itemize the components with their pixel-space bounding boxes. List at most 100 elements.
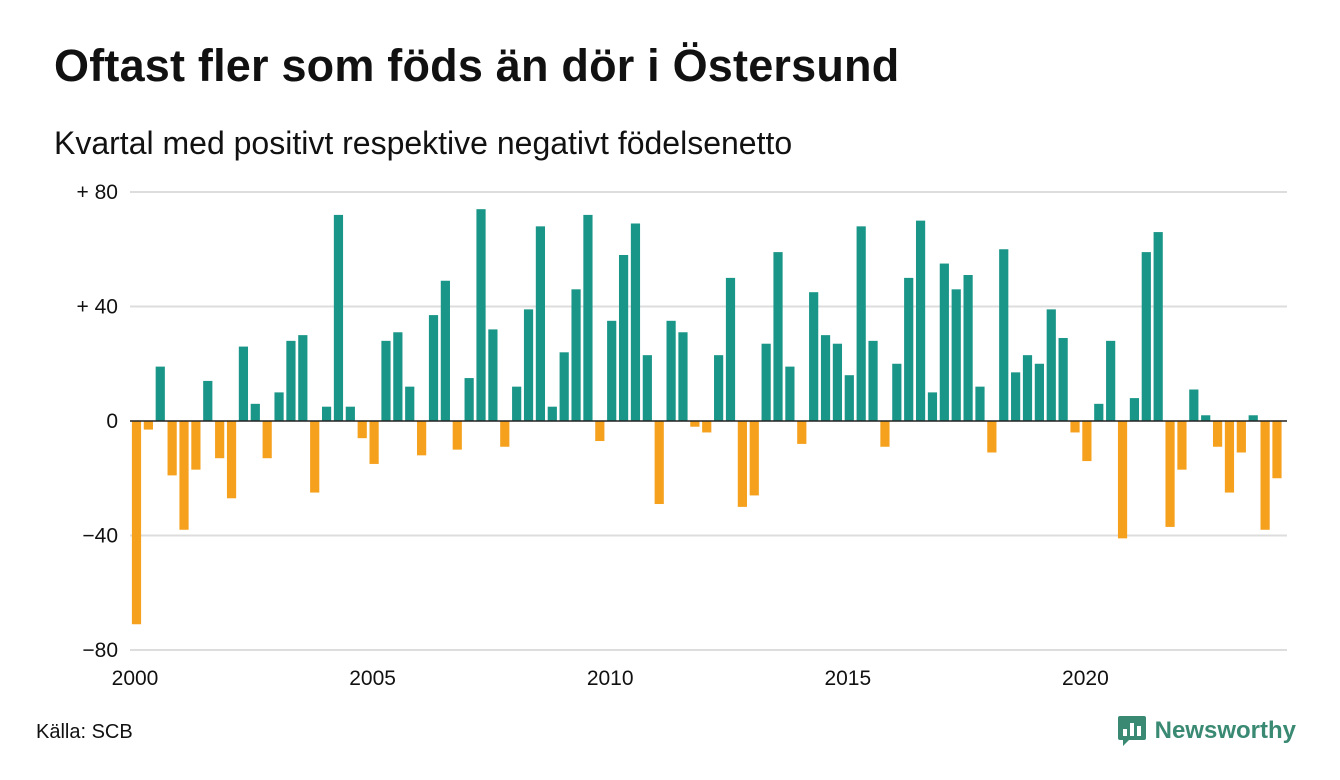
- bar: [357, 421, 367, 439]
- bar: [618, 254, 629, 421]
- bar: [820, 335, 831, 422]
- source-note: Källa: SCB: [36, 721, 133, 743]
- bar: [488, 329, 498, 421]
- bar: [1260, 421, 1270, 530]
- bar: [975, 386, 985, 421]
- bar: [1082, 421, 1092, 462]
- bar: [1165, 421, 1175, 527]
- x-axis-ticks: 2000 2005 2010 2015 2020: [112, 667, 1109, 690]
- bar: [1094, 403, 1104, 421]
- chart-title: Oftast fler som föds än dör i Östersund: [54, 40, 900, 91]
- bar: [310, 421, 320, 493]
- bar: [880, 421, 890, 447]
- y-tick-label: + 40: [77, 296, 118, 319]
- bar: [1189, 389, 1199, 421]
- bar: [856, 226, 866, 421]
- bar: [654, 421, 664, 505]
- bar: [203, 380, 213, 421]
- x-tick-label: 2000: [112, 667, 159, 690]
- bar: [785, 366, 795, 421]
- bar: [179, 421, 189, 530]
- bar: [523, 309, 534, 421]
- bar: [690, 421, 700, 427]
- bar: [1129, 398, 1140, 421]
- gridlines: [130, 191, 1287, 651]
- bar: [345, 406, 355, 421]
- bar: [1058, 337, 1068, 421]
- bar: [143, 421, 153, 430]
- bar: [678, 332, 688, 421]
- bar: [904, 277, 914, 422]
- y-tick-label: 0: [106, 410, 118, 433]
- bar: [1141, 252, 1151, 421]
- bar: [428, 315, 439, 421]
- bar: [868, 340, 878, 421]
- brand-name: Newsworthy: [1154, 717, 1296, 744]
- y-axis-ticks: + 80 + 40 0 −40 −80: [77, 181, 118, 662]
- bar: [666, 320, 676, 421]
- bar: [535, 226, 546, 421]
- bar: [844, 375, 854, 421]
- bar: [215, 421, 225, 459]
- x-tick-label: 2005: [349, 667, 396, 690]
- bar: [892, 363, 902, 421]
- bar: [286, 340, 296, 421]
- bar: [1070, 421, 1080, 433]
- bar: [915, 220, 926, 422]
- newsworthy-logo-icon: [1117, 716, 1146, 746]
- x-tick-label: 2020: [1062, 667, 1109, 690]
- bar: [1011, 372, 1021, 421]
- bar: [547, 406, 557, 421]
- chart-subtitle: Kvartal med positivt respektive negativt…: [54, 125, 793, 161]
- bar: [1117, 421, 1128, 539]
- bar: [298, 335, 308, 422]
- bar: [725, 277, 736, 422]
- bar: [702, 421, 712, 433]
- bar: [274, 392, 284, 422]
- bar: [571, 289, 581, 421]
- bar: [761, 343, 771, 421]
- bars: [131, 209, 1282, 625]
- bar: [226, 421, 237, 499]
- bar: [1106, 340, 1116, 421]
- bar: [250, 403, 260, 421]
- bar: [452, 421, 462, 450]
- bar: [987, 421, 997, 453]
- bar: [167, 421, 177, 476]
- bar: [381, 340, 391, 421]
- bar: [1212, 421, 1223, 447]
- bar: [773, 252, 783, 421]
- bar: [262, 421, 272, 459]
- bar: [809, 292, 819, 421]
- bar: [440, 280, 450, 421]
- bar: [1248, 415, 1258, 421]
- bar: [797, 421, 807, 444]
- bar: [737, 421, 747, 507]
- x-tick-label: 2015: [824, 667, 871, 690]
- bar: [476, 209, 486, 421]
- bar: [1153, 232, 1163, 421]
- bar: [1022, 355, 1033, 421]
- bar: [321, 406, 332, 421]
- bar: [642, 355, 652, 421]
- bar: [559, 352, 569, 421]
- bar: [1201, 415, 1211, 421]
- bar: [999, 249, 1009, 421]
- bar: [939, 263, 949, 421]
- bar: [1272, 421, 1282, 479]
- brand-logo: Newsworthy: [1117, 714, 1296, 748]
- bar: [1177, 421, 1187, 470]
- bar: [1046, 309, 1056, 421]
- bar: [512, 386, 522, 421]
- bar: [951, 289, 961, 421]
- bar: [927, 392, 938, 422]
- bar: [607, 320, 617, 421]
- bar: [155, 366, 165, 421]
- y-tick-label: + 80: [77, 181, 118, 204]
- bar: [333, 214, 344, 421]
- bar: [963, 275, 973, 421]
- bar: [464, 378, 474, 421]
- bar: [238, 346, 249, 421]
- bar-chart: + 80 + 40 0 −40 −80 2000 2005 2010 2015 2020: [77, 181, 1287, 690]
- bar: [500, 421, 510, 447]
